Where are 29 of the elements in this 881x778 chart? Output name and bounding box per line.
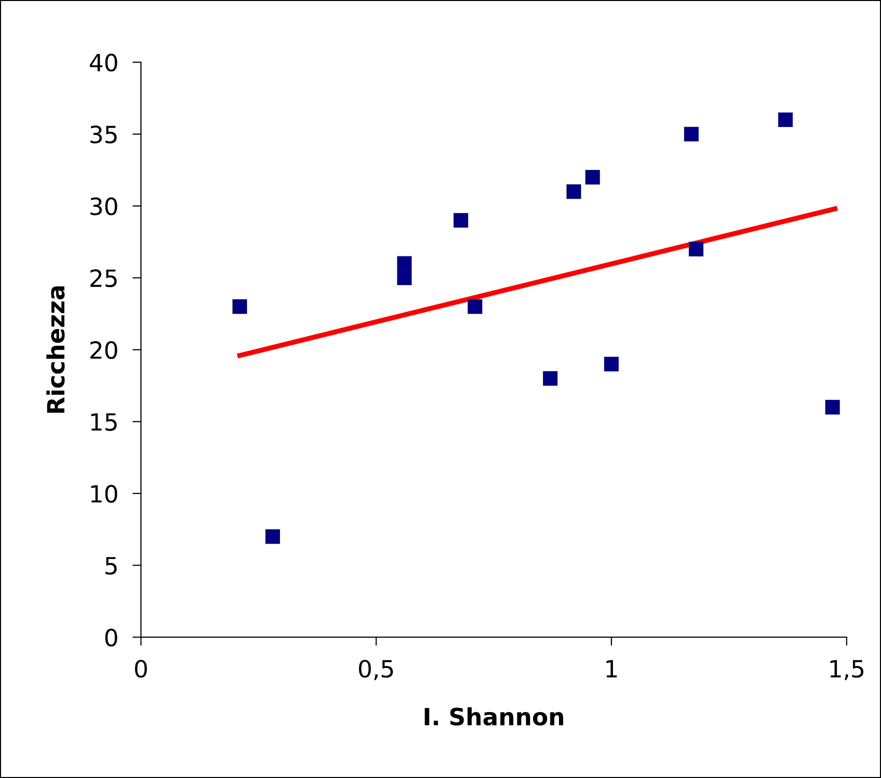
point	[684, 126, 699, 142]
point	[397, 256, 412, 271]
point	[265, 529, 280, 544]
point	[397, 270, 412, 286]
point	[825, 400, 840, 414]
y-tick-label: 0	[105, 628, 118, 646]
y-tick-label: 40	[90, 54, 118, 72]
point	[688, 242, 704, 256]
point	[232, 299, 248, 314]
x-axis-title: I. Shannon	[424, 707, 564, 726]
point	[585, 170, 600, 185]
y-tick-label: 15	[91, 413, 117, 431]
point	[542, 371, 558, 386]
point	[454, 213, 468, 228]
point	[604, 356, 619, 372]
x-tick-label: 1	[606, 660, 617, 678]
y-tick-label: 5	[106, 557, 117, 575]
y-tick-label: 30	[90, 197, 118, 216]
point	[566, 184, 582, 199]
y-axis-title: Ricchezza	[46, 286, 65, 413]
y-tick-label: 10	[91, 484, 118, 503]
point	[468, 299, 482, 314]
y-tick-label: 20	[90, 341, 118, 360]
x-tick-label: 1,5	[830, 660, 864, 680]
y-tick-label: 35	[90, 126, 117, 144]
x-tick-label: 0	[135, 660, 147, 678]
point	[778, 112, 793, 128]
y-tick-label: 25	[90, 269, 117, 288]
x-tick-label: 0,5	[358, 660, 393, 680]
